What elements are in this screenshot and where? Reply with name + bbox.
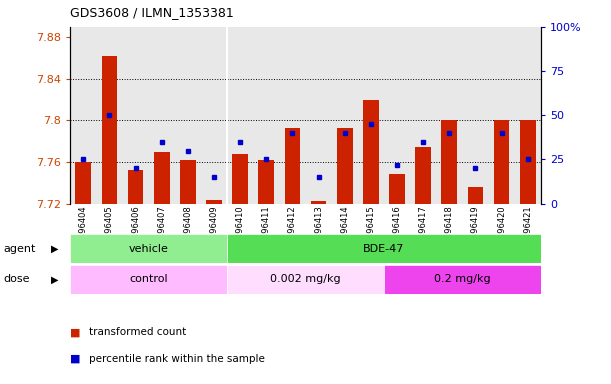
- Text: BDE-47: BDE-47: [363, 243, 404, 254]
- Text: percentile rank within the sample: percentile rank within the sample: [89, 354, 265, 364]
- Bar: [206, 200, 222, 204]
- Bar: [101, 56, 117, 204]
- Text: 0.2 mg/kg: 0.2 mg/kg: [434, 274, 491, 285]
- Bar: [180, 160, 196, 204]
- Bar: [494, 121, 510, 204]
- Text: vehicle: vehicle: [129, 243, 169, 254]
- Bar: [227, 234, 541, 263]
- Text: ■: ■: [70, 354, 81, 364]
- Bar: [441, 121, 457, 204]
- Bar: [363, 99, 379, 204]
- Bar: [285, 127, 300, 204]
- Text: agent: agent: [3, 243, 35, 254]
- Bar: [128, 170, 144, 204]
- Text: GDS3608 / ILMN_1353381: GDS3608 / ILMN_1353381: [70, 6, 234, 19]
- Bar: [389, 174, 405, 204]
- Bar: [415, 147, 431, 204]
- Text: ▶: ▶: [51, 243, 59, 254]
- Text: dose: dose: [3, 274, 29, 285]
- Text: ■: ■: [70, 327, 81, 337]
- Text: control: control: [130, 274, 168, 285]
- Bar: [311, 202, 326, 204]
- Text: transformed count: transformed count: [89, 327, 186, 337]
- Bar: [232, 154, 248, 204]
- Bar: [467, 187, 483, 204]
- Bar: [384, 265, 541, 294]
- Text: ▶: ▶: [51, 274, 59, 285]
- Bar: [70, 265, 227, 294]
- Bar: [227, 265, 384, 294]
- Bar: [70, 234, 227, 263]
- Text: 0.002 mg/kg: 0.002 mg/kg: [270, 274, 341, 285]
- Bar: [520, 121, 535, 204]
- Bar: [258, 160, 274, 204]
- Bar: [76, 162, 91, 204]
- Bar: [154, 152, 170, 204]
- Bar: [337, 127, 353, 204]
